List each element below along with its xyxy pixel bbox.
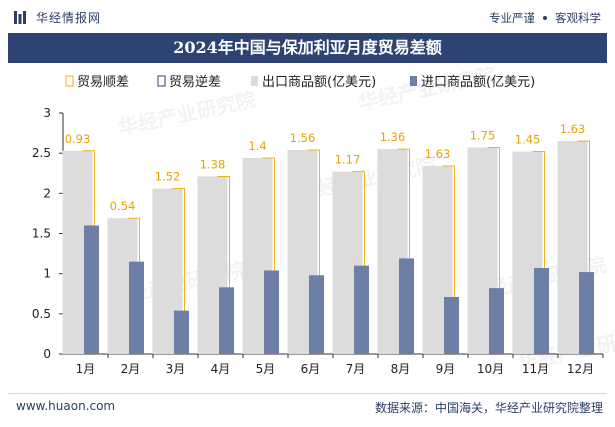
balance-label: 1.63 bbox=[425, 147, 451, 161]
import-bar bbox=[444, 296, 459, 354]
y-tick-label: 2 bbox=[43, 186, 51, 200]
legend-surplus-swatch bbox=[65, 75, 74, 87]
footer-divider bbox=[8, 393, 607, 394]
legend-export-label: 出口商品额(亿美元) bbox=[262, 75, 376, 90]
legend-import-label: 进口商品额(亿美元) bbox=[421, 75, 535, 90]
y-tick-label: 0.5 bbox=[32, 307, 51, 321]
x-tick-label: 7月 bbox=[346, 362, 366, 376]
legend-export-swatch bbox=[251, 76, 258, 86]
watermark-text: 华经产业研究院 bbox=[116, 87, 258, 140]
top-bar: 华经情报网 专业严谨 客观科学 bbox=[0, 0, 615, 34]
surplus-bracket bbox=[217, 175, 230, 288]
brand-logo: 华经情报网 bbox=[14, 9, 101, 26]
x-tick-label: 12月 bbox=[567, 362, 594, 376]
import-bar bbox=[399, 258, 414, 354]
legend-deficit-swatch bbox=[157, 75, 166, 87]
x-tick-label: 1月 bbox=[76, 362, 96, 376]
surplus-bracket bbox=[487, 147, 500, 289]
y-tick-label: 1.5 bbox=[32, 227, 51, 241]
import-bar bbox=[489, 288, 504, 354]
balance-label: 1.63 bbox=[560, 122, 586, 136]
balance-label: 0.93 bbox=[65, 132, 91, 146]
slogan-left: 专业严谨 bbox=[489, 11, 535, 25]
x-tick-label: 6月 bbox=[301, 362, 321, 376]
chart-title: 2024年中国与保加利亚月度贸易差额 bbox=[8, 33, 607, 63]
balance-label: 1.17 bbox=[335, 153, 361, 167]
x-tick-label: 11月 bbox=[522, 362, 549, 376]
balance-label: 1.4 bbox=[248, 139, 266, 153]
balance-label: 0.54 bbox=[110, 199, 136, 213]
x-tick-label: 9月 bbox=[436, 362, 456, 376]
balance-label: 1.36 bbox=[380, 130, 406, 144]
slogan: 专业严谨 客观科学 bbox=[489, 10, 601, 26]
import-bar bbox=[354, 265, 369, 354]
y-tick-label: 2.5 bbox=[32, 146, 51, 160]
y-tick-label: 1 bbox=[43, 267, 51, 281]
import-bar bbox=[174, 310, 189, 354]
x-tick-label: 2月 bbox=[121, 362, 141, 376]
import-bar bbox=[309, 275, 324, 354]
x-tick-label: 5月 bbox=[256, 362, 276, 376]
import-bar bbox=[84, 225, 99, 354]
surplus-bracket bbox=[397, 148, 410, 259]
slogan-right: 客观科学 bbox=[555, 11, 601, 25]
slogan-separator bbox=[543, 16, 547, 20]
legend-deficit-label: 贸易逆差 bbox=[169, 74, 221, 90]
surplus-bracket bbox=[127, 217, 140, 262]
x-tick-label: 10月 bbox=[477, 362, 504, 376]
surplus-bracket bbox=[442, 165, 455, 297]
x-tick-label: 4月 bbox=[211, 362, 231, 376]
surplus-bracket bbox=[307, 149, 320, 276]
footer-source: 数据来源：中国海关，华经产业研究院整理 bbox=[374, 401, 603, 415]
surplus-bracket bbox=[577, 140, 590, 273]
brand-name: 华经情报网 bbox=[36, 11, 102, 25]
import-bar bbox=[579, 272, 594, 354]
x-tick-label: 8月 bbox=[391, 362, 411, 376]
surplus-bracket bbox=[352, 171, 365, 266]
surplus-bracket bbox=[172, 188, 185, 311]
surplus-bracket bbox=[532, 151, 545, 269]
y-tick-label: 0 bbox=[43, 347, 51, 361]
import-bar bbox=[219, 287, 234, 354]
balance-label: 1.38 bbox=[200, 157, 226, 171]
x-tick-label: 3月 bbox=[166, 362, 186, 376]
import-bar bbox=[129, 261, 144, 354]
surplus-bracket bbox=[262, 157, 275, 271]
balance-label: 1.52 bbox=[155, 170, 181, 184]
brand-logo-icon bbox=[14, 11, 26, 24]
import-bar bbox=[264, 270, 279, 354]
legend-import-swatch bbox=[410, 76, 417, 86]
balance-label: 1.45 bbox=[515, 133, 541, 147]
footer-website: www.huaon.com bbox=[16, 399, 116, 413]
surplus-bracket bbox=[82, 150, 95, 226]
balance-label: 1.75 bbox=[470, 129, 496, 143]
balance-label: 1.56 bbox=[290, 131, 316, 145]
legend-surplus-label: 贸易顺差 bbox=[77, 75, 129, 90]
import-bar bbox=[534, 268, 549, 354]
y-tick-label: 3 bbox=[43, 106, 51, 120]
